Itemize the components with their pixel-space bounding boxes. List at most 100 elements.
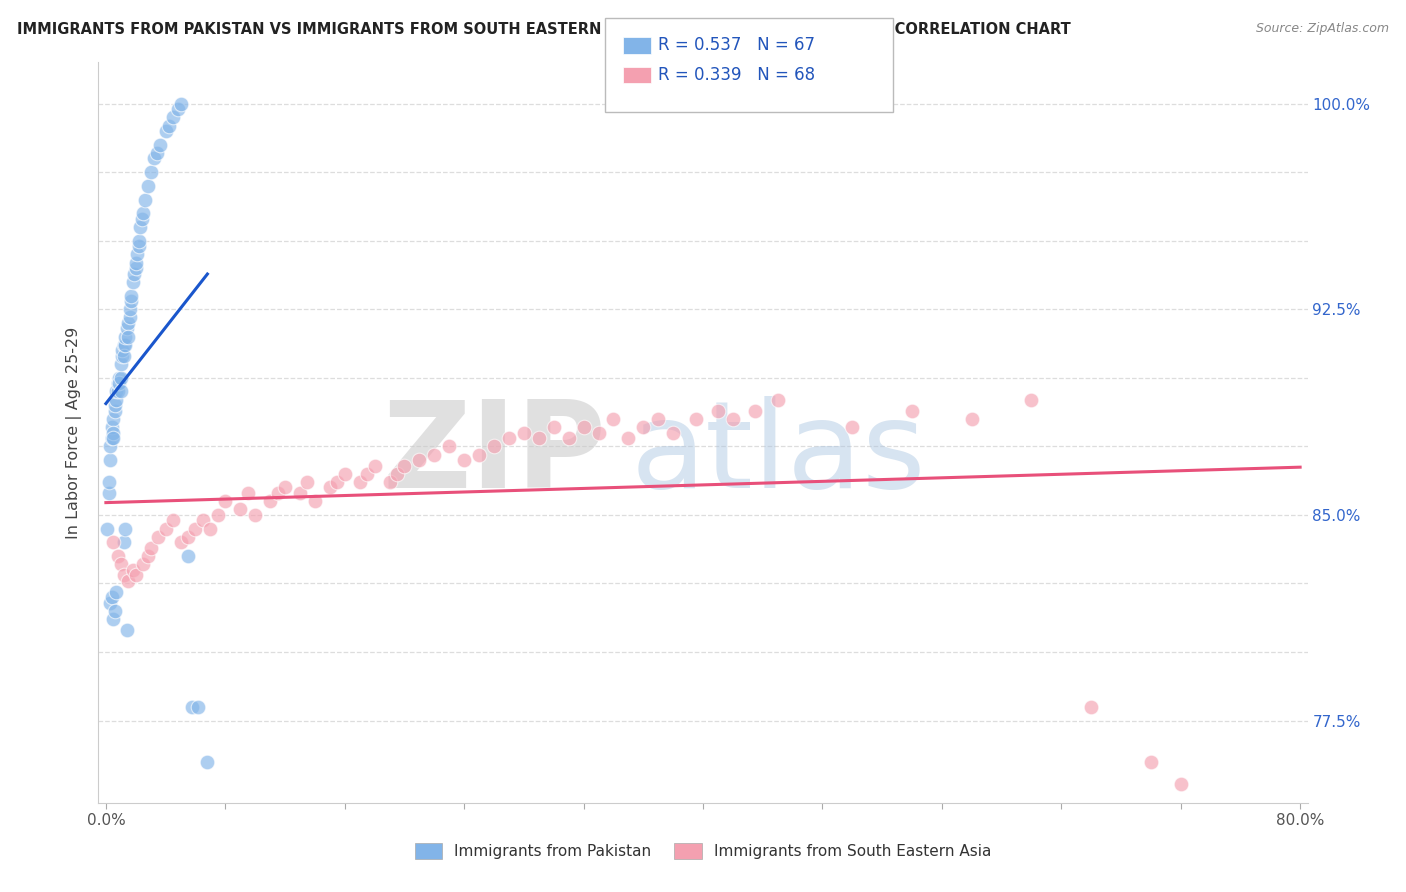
Point <box>288 486 311 500</box>
Point <box>557 431 579 445</box>
Point <box>155 522 177 536</box>
Point <box>120 293 142 308</box>
Point <box>146 530 169 544</box>
Text: R = 0.339   N = 68: R = 0.339 N = 68 <box>658 66 815 84</box>
Point <box>110 371 132 385</box>
Legend: Immigrants from Pakistan, Immigrants from South Eastern Asia: Immigrants from Pakistan, Immigrants fro… <box>409 838 997 865</box>
Point <box>132 206 155 220</box>
Point <box>259 494 281 508</box>
Point <box>408 453 430 467</box>
Point <box>118 302 141 317</box>
Point <box>326 475 349 489</box>
Point <box>588 425 610 440</box>
Point <box>115 321 138 335</box>
Point <box>107 376 129 391</box>
Point <box>162 513 184 527</box>
Point <box>960 412 983 426</box>
Point <box>98 453 121 467</box>
Point <box>139 541 162 555</box>
Point <box>333 467 356 481</box>
Point <box>191 513 214 527</box>
Point <box>107 384 129 399</box>
Point <box>155 124 177 138</box>
Point <box>111 349 134 363</box>
Point <box>125 568 148 582</box>
Point <box>633 420 655 434</box>
Point <box>513 425 536 440</box>
Point <box>482 439 505 453</box>
Point <box>129 219 152 234</box>
Point <box>136 178 159 193</box>
Point <box>132 558 155 572</box>
Point <box>121 275 143 289</box>
Point <box>104 604 127 618</box>
Point <box>103 535 125 549</box>
Point <box>104 403 127 417</box>
Point <box>145 145 167 160</box>
Point <box>128 239 150 253</box>
Point <box>103 425 125 440</box>
Point <box>111 343 134 358</box>
Point <box>169 96 191 111</box>
Point <box>394 458 416 473</box>
Point <box>349 475 371 489</box>
Text: ZIP: ZIP <box>382 396 606 513</box>
Point <box>131 211 153 226</box>
Point <box>112 535 135 549</box>
Point <box>110 384 132 399</box>
Point <box>117 329 139 343</box>
Point <box>112 568 135 582</box>
Point <box>647 412 669 426</box>
Point <box>207 508 229 522</box>
Point <box>97 475 120 489</box>
Y-axis label: In Labor Force | Age 25-29: In Labor Force | Age 25-29 <box>66 326 83 539</box>
Point <box>162 110 184 124</box>
Point <box>901 403 924 417</box>
Point <box>108 376 131 391</box>
Point <box>139 165 162 179</box>
Point <box>98 439 121 453</box>
Point <box>142 152 165 166</box>
Point <box>662 425 685 440</box>
Point <box>128 234 150 248</box>
Point <box>200 522 222 536</box>
Point <box>187 699 209 714</box>
Point <box>107 549 129 563</box>
Point <box>423 448 446 462</box>
Point <box>744 403 766 417</box>
Point <box>236 486 259 500</box>
Point <box>197 755 219 769</box>
Point <box>105 384 128 399</box>
Point <box>229 502 252 516</box>
Text: atlas: atlas <box>630 396 927 513</box>
Point <box>114 338 136 352</box>
Text: R = 0.537   N = 67: R = 0.537 N = 67 <box>658 37 815 54</box>
Point <box>122 267 145 281</box>
Point <box>112 338 135 352</box>
Point <box>572 420 595 434</box>
Point <box>101 590 124 604</box>
Point <box>105 392 128 407</box>
Point <box>105 584 128 599</box>
Point <box>685 412 707 426</box>
Point <box>96 522 118 536</box>
Point <box>319 480 342 494</box>
Point <box>453 453 475 467</box>
Point <box>101 420 124 434</box>
Point <box>498 431 520 445</box>
Point <box>110 357 132 371</box>
Point <box>103 431 125 445</box>
Point <box>707 403 730 417</box>
Point <box>1170 776 1192 790</box>
Point <box>108 371 131 385</box>
Point <box>1080 699 1102 714</box>
Point <box>617 431 640 445</box>
Point <box>120 288 142 302</box>
Point <box>304 494 326 508</box>
Point <box>468 448 491 462</box>
Point <box>274 480 297 494</box>
Point <box>112 349 135 363</box>
Point <box>602 412 624 426</box>
Point <box>385 467 408 481</box>
Point <box>721 412 744 426</box>
